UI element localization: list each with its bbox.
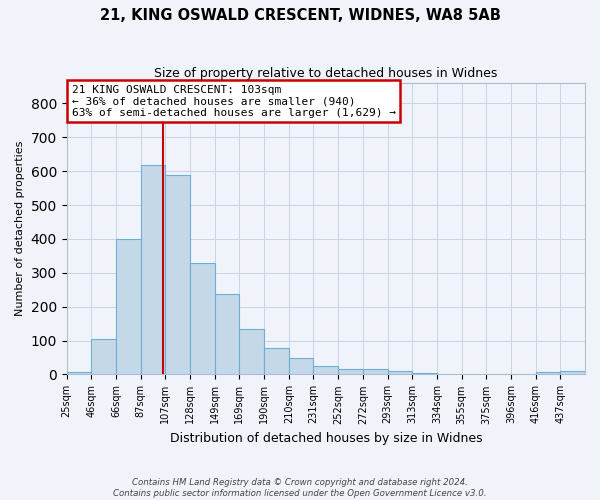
Y-axis label: Number of detached properties: Number of detached properties [15, 141, 25, 316]
Title: Size of property relative to detached houses in Widnes: Size of property relative to detached ho… [154, 68, 497, 80]
Bar [338, 370, 363, 374]
Bar [536, 372, 560, 374]
Bar [412, 373, 437, 374]
Bar [289, 358, 313, 374]
Bar [264, 348, 289, 374]
Bar [141, 166, 166, 374]
Bar [215, 294, 239, 374]
Bar [313, 366, 338, 374]
Bar [166, 174, 190, 374]
Bar [363, 368, 388, 374]
X-axis label: Distribution of detached houses by size in Widnes: Distribution of detached houses by size … [170, 432, 482, 445]
Text: Contains HM Land Registry data © Crown copyright and database right 2024.
Contai: Contains HM Land Registry data © Crown c… [113, 478, 487, 498]
Bar [67, 372, 91, 374]
Bar [388, 372, 412, 374]
Bar [239, 328, 264, 374]
Bar [91, 338, 116, 374]
Bar [560, 371, 585, 374]
Bar [190, 262, 215, 374]
Text: 21 KING OSWALD CRESCENT: 103sqm
← 36% of detached houses are smaller (940)
63% o: 21 KING OSWALD CRESCENT: 103sqm ← 36% of… [72, 84, 396, 117]
Text: 21, KING OSWALD CRESCENT, WIDNES, WA8 5AB: 21, KING OSWALD CRESCENT, WIDNES, WA8 5A… [100, 8, 500, 22]
Bar [116, 239, 141, 374]
